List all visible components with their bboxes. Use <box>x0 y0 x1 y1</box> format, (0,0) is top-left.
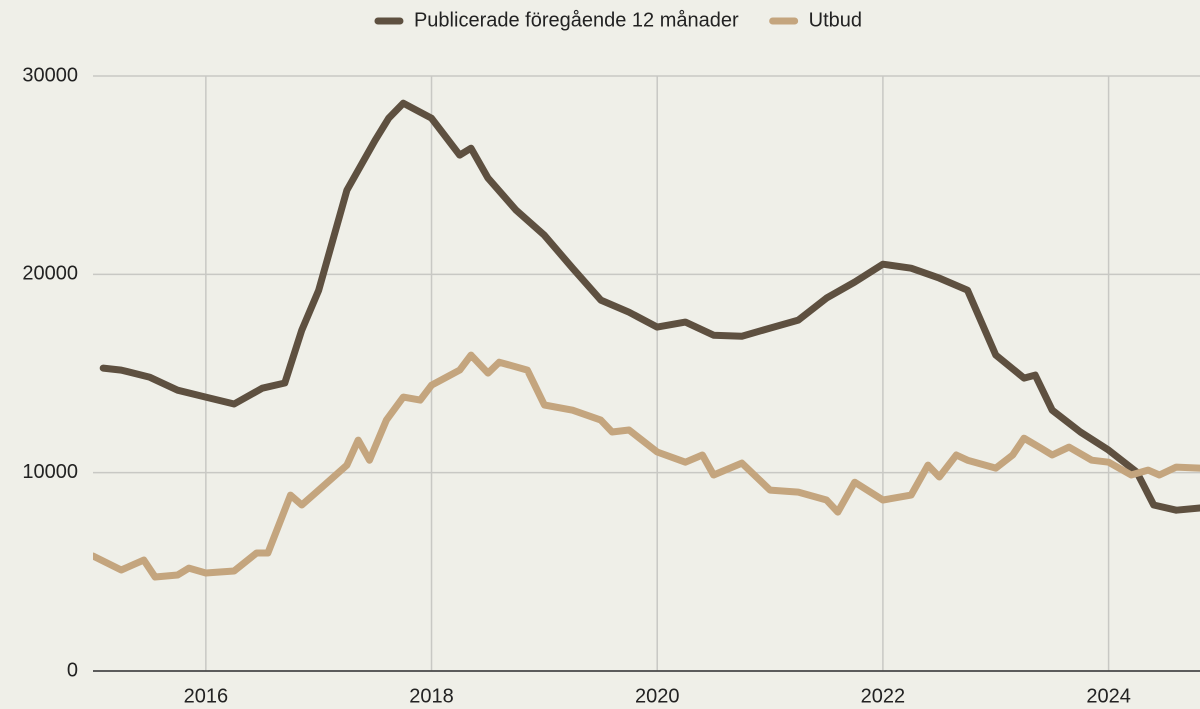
x-tick-label: 2022 <box>861 685 906 707</box>
y-tick-label: 0 <box>67 659 78 681</box>
legend-label: Utbud <box>809 9 862 31</box>
y-tick-label: 20000 <box>22 263 78 285</box>
x-tick-label: 2016 <box>184 685 229 707</box>
legend: Publicerade föregående 12 månader Utbud <box>374 9 862 31</box>
x-tick-label: 2024 <box>1086 685 1131 707</box>
y-tick-label: 10000 <box>22 461 78 483</box>
series-line <box>93 351 1200 581</box>
x-tick-label: 2020 <box>635 685 680 707</box>
legend-label: Publicerade föregående 12 månader <box>414 9 739 31</box>
x-tick-label: 2018 <box>409 685 454 707</box>
y-tick-label: 30000 <box>22 64 78 86</box>
series-line <box>99 99 1200 514</box>
